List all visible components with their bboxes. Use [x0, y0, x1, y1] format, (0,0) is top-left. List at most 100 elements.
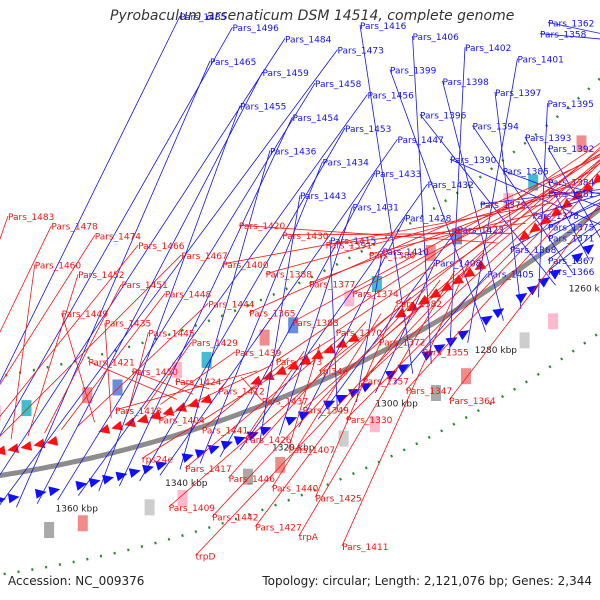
- forward-leader-line: [0, 15, 181, 383]
- forward-gene-label: Pars_1401: [518, 55, 564, 65]
- reverse-gene-label: Pars_1437: [262, 397, 308, 407]
- forward-gene-label: Pars_1436: [270, 147, 317, 157]
- forward-gene-label: Pars_1371: [548, 235, 594, 245]
- forward-gene-arrow: [7, 493, 20, 504]
- reverse-leader-line: [61, 312, 95, 423]
- reverse-gene-label: Pars_1357: [363, 377, 409, 387]
- reverse-gene-arrow: [0, 445, 6, 456]
- reverse-leader-line: [244, 350, 305, 440]
- forward-gene-label: Pars_1408: [435, 259, 482, 269]
- forward-leader-line: [159, 138, 398, 476]
- reverse-leader-line: [10, 264, 36, 440]
- forward-gene-arrow: [194, 449, 207, 459]
- forward-leader-line: [412, 35, 432, 364]
- reverse-gene-arrow: [262, 370, 275, 380]
- forward-leader-line: [389, 69, 487, 333]
- ruler-label: 1280 kbp: [475, 346, 518, 356]
- reverse-leader-line: [292, 153, 600, 323]
- forward-gene-arrow: [48, 486, 61, 497]
- forward-gene-label: Pars_1406: [413, 33, 460, 43]
- cog-block: [528, 174, 539, 191]
- forward-gene-arrow: [571, 252, 584, 264]
- reverse-leader-line: [345, 162, 600, 420]
- reverse-leader-line: [175, 380, 210, 389]
- forward-gene-label: Pars_1362: [548, 19, 594, 29]
- cog-block: [461, 368, 471, 385]
- forward-gene-label: Pars_1392: [548, 145, 594, 155]
- forward-gene-label: Pars_1410: [383, 248, 430, 258]
- reverse-leader-line: [0, 225, 52, 333]
- ruler-label: 1360 kbp: [56, 505, 99, 515]
- forward-leader-line: [179, 150, 271, 470]
- forward-gene-label: Pars_1402: [465, 44, 511, 54]
- reverse-gene-label: Pars_1411: [342, 543, 388, 553]
- reverse-gene-label: Pars_1420: [239, 222, 286, 232]
- reverse-gene-arrow: [98, 424, 111, 434]
- forward-gene-label: Pars_1378: [533, 212, 580, 222]
- forward-leader-line: [547, 221, 600, 261]
- reverse-gene-arrow: [20, 441, 33, 451]
- reverse-gene-label: Pars_1373: [276, 358, 322, 368]
- reverse-leader-line: [27, 274, 79, 437]
- forward-gene-label: Pars_1367: [548, 257, 594, 267]
- reverse-leader-line: [335, 154, 600, 333]
- reverse-leader-line: [298, 270, 456, 537]
- forward-gene-label: Pars_1394: [473, 123, 520, 133]
- forward-gene-arrow: [207, 445, 220, 455]
- cog-block: [452, 228, 462, 245]
- reverse-leader-line: [131, 370, 194, 395]
- reverse-gene-label: Pars_1365: [249, 310, 295, 320]
- reverse-gene-arrow: [518, 230, 531, 241]
- reverse-gene-label: Pars_1449: [62, 310, 109, 320]
- forward-leader-line: [502, 170, 600, 208]
- forward-leader-line: [0, 49, 338, 506]
- reverse-gene-label: Pars_1374: [352, 290, 399, 300]
- forward-gene-arrow: [492, 308, 505, 319]
- forward-gene-arrow: [515, 292, 528, 304]
- forward-leader-line: [298, 217, 406, 428]
- forward-gene-label: Pars_1434: [323, 159, 370, 169]
- reverse-leader-line: [282, 232, 512, 236]
- reverse-leader-line: [141, 336, 336, 459]
- reverse-leader-line: [341, 261, 470, 546]
- reverse-gene-arrow: [571, 190, 584, 201]
- reverse-leader-line: [448, 203, 600, 401]
- forward-gene-arrow: [433, 344, 446, 354]
- cog-block: [576, 135, 587, 152]
- reverse-leader-line: [0, 244, 139, 418]
- forward-leader-line: [532, 194, 600, 216]
- reverse-gene-label: rpl34e: [319, 368, 348, 378]
- reverse-gene-label: Pars_1427: [255, 523, 301, 533]
- reverse-gene-label: Pars_1439: [235, 349, 282, 359]
- reverse-gene-label: Pars_1355: [423, 348, 469, 358]
- forward-gene-label: Pars_1484: [285, 35, 332, 45]
- reverse-gene-arrow: [111, 420, 124, 431]
- ruler-label: 1320 kbp: [272, 444, 315, 454]
- reverse-gene-label: Pars_1382: [396, 300, 442, 310]
- cog-block: [77, 515, 88, 532]
- reverse-gene-label: Pars_1383: [292, 319, 338, 329]
- reverse-leader-line: [271, 313, 382, 488]
- reverse-gene-label: Pars_1448: [165, 291, 212, 301]
- reverse-gene-label: Pars_1364: [449, 397, 496, 407]
- forward-gene-label: Pars_1496: [233, 24, 280, 34]
- forward-gene-label: Pars_1433: [375, 170, 421, 180]
- reverse-leader-line: [0, 254, 182, 437]
- reverse-leader-line: [275, 142, 600, 362]
- reverse-gene-arrow: [33, 438, 46, 449]
- reverse-gene-arrow: [162, 406, 175, 416]
- forward-gene-arrow: [582, 244, 595, 255]
- reverse-gene-label: Pars_1483: [8, 213, 54, 223]
- forward-gene-arrow: [155, 461, 168, 471]
- reverse-gene-arrow: [124, 417, 136, 428]
- ruler-label: 1260 kbp: [569, 285, 600, 295]
- forward-leader-line: [16, 60, 211, 508]
- reverse-leader-line: [302, 147, 600, 410]
- forward-gene-label: Pars_1443: [300, 192, 346, 202]
- forward-gene-label: Pars_1459: [263, 69, 310, 79]
- forward-gene-arrow: [233, 436, 246, 446]
- forward-gene-arrow: [128, 468, 141, 478]
- cog-block: [369, 416, 380, 433]
- cog-block: [275, 456, 286, 473]
- reverse-gene-label: Pars_1429: [192, 339, 239, 349]
